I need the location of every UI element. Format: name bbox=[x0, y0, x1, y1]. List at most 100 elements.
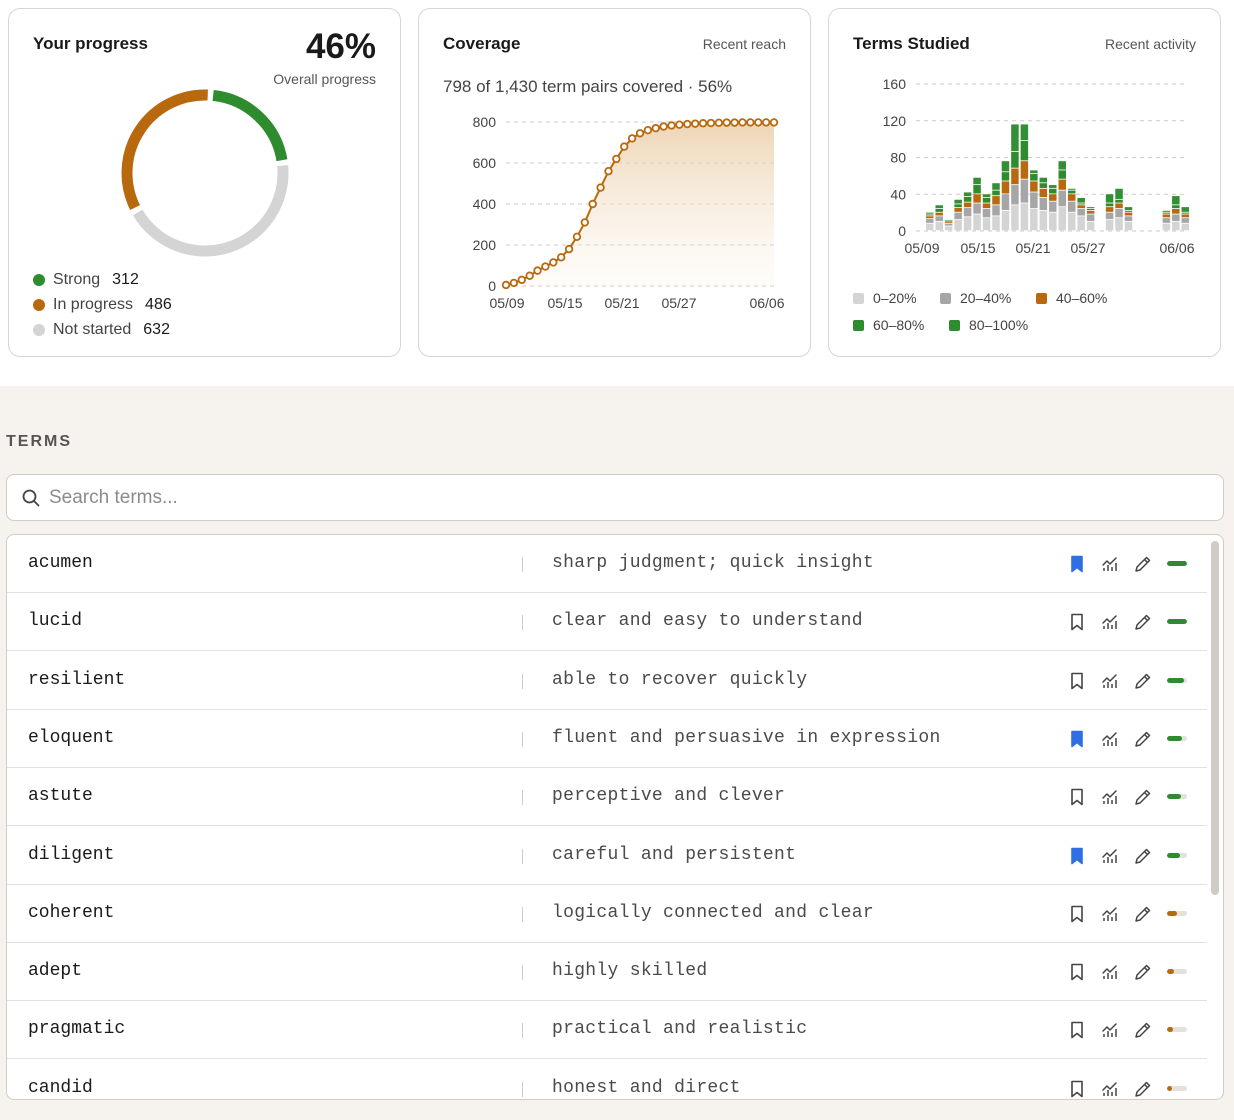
stats-chart-icon[interactable] bbox=[1100, 962, 1120, 982]
terms-list[interactable]: acumen sharp judgment; quick insight lucid… bbox=[6, 534, 1224, 1100]
bookmark-icon[interactable] bbox=[1067, 787, 1087, 807]
pencil-icon[interactable] bbox=[1133, 729, 1153, 749]
bookmark-icon[interactable] bbox=[1067, 846, 1087, 866]
bookmark-icon[interactable] bbox=[1067, 554, 1087, 574]
bar-segment bbox=[1030, 181, 1038, 192]
mastery-fill bbox=[1167, 794, 1181, 800]
table-row[interactable]: candid honest and direct bbox=[7, 1060, 1207, 1099]
mastery-bar bbox=[1167, 852, 1187, 858]
pencil-icon[interactable] bbox=[1133, 554, 1153, 574]
stats-chart-icon[interactable] bbox=[1100, 846, 1120, 866]
stats-chart-icon[interactable] bbox=[1100, 612, 1120, 632]
mastery-fill bbox=[1167, 910, 1177, 916]
legend-label: 80–100% bbox=[969, 317, 1029, 333]
bookmark-icon[interactable] bbox=[1067, 1020, 1087, 1040]
legend-label: 40–60% bbox=[1056, 290, 1108, 306]
mastery-fill bbox=[1167, 969, 1174, 975]
bookmark-icon[interactable] bbox=[1067, 904, 1087, 924]
divider bbox=[522, 906, 523, 922]
bar-segment bbox=[992, 183, 1000, 190]
pencil-icon[interactable] bbox=[1133, 1020, 1153, 1040]
bookmark-icon[interactable] bbox=[1067, 729, 1087, 749]
bookmark-icon[interactable] bbox=[1067, 962, 1087, 982]
bar-segment bbox=[1181, 207, 1190, 212]
bar-segment bbox=[1030, 192, 1038, 209]
terms-heading: TERMS bbox=[6, 433, 72, 450]
x-tick-label: 05/09 bbox=[904, 240, 939, 256]
studied-subtitle: Recent activity bbox=[1104, 36, 1196, 52]
term-text: lucid bbox=[28, 611, 83, 632]
pencil-icon[interactable] bbox=[1133, 962, 1153, 982]
table-row[interactable]: coherent logically connected and clear bbox=[7, 885, 1207, 943]
bar-segment bbox=[954, 212, 962, 220]
definition-text: fluent and persuasive in expression bbox=[552, 727, 941, 748]
bar-segment bbox=[926, 219, 934, 223]
pencil-icon[interactable] bbox=[1133, 612, 1153, 632]
list-scrollbar[interactable] bbox=[1211, 541, 1219, 895]
bar-segment bbox=[1181, 223, 1190, 231]
stats-chart-icon[interactable] bbox=[1100, 671, 1120, 691]
term-text: acumen bbox=[28, 553, 93, 573]
term-text: pragmatic bbox=[28, 1019, 126, 1040]
table-row[interactable]: eloquent fluent and persuasive in express… bbox=[7, 710, 1207, 768]
pencil-icon[interactable] bbox=[1133, 787, 1153, 807]
table-row[interactable]: adept highly skilled bbox=[7, 943, 1207, 1002]
bar-segment bbox=[1058, 179, 1066, 190]
bar-segment bbox=[1086, 208, 1095, 210]
y-tick-label: 0 bbox=[488, 278, 496, 294]
bar-segment bbox=[1001, 194, 1010, 210]
mastery-bar bbox=[1167, 1027, 1187, 1033]
bar-segment bbox=[1020, 203, 1029, 231]
coverage-point bbox=[556, 253, 566, 262]
legend-dot bbox=[33, 274, 45, 286]
stats-chart-icon[interactable] bbox=[1100, 729, 1120, 749]
mastery-fill bbox=[1167, 735, 1182, 741]
coverage-summary: 798 of 1,430 term pairs covered · 56% bbox=[443, 77, 733, 96]
stats-chart-icon[interactable] bbox=[1100, 1079, 1120, 1099]
legend-item-not-started: Not started 632 bbox=[33, 321, 170, 339]
coverage-point bbox=[588, 199, 597, 209]
table-row[interactable]: astute perceptive and clever bbox=[7, 768, 1207, 827]
table-row[interactable]: pragmatic practical and realistic bbox=[7, 1001, 1207, 1060]
term-text: candid bbox=[28, 1077, 93, 1098]
donut-slice-not-started bbox=[132, 165, 289, 257]
coverage-point bbox=[730, 118, 739, 127]
pencil-icon[interactable] bbox=[1133, 846, 1153, 866]
table-row[interactable]: acumen sharp judgment; quick insight bbox=[7, 535, 1207, 593]
search-bar[interactable] bbox=[6, 474, 1224, 521]
table-row[interactable]: lucid clear and easy to understand bbox=[7, 593, 1207, 652]
stats-chart-icon[interactable] bbox=[1100, 787, 1120, 807]
bar-segment bbox=[1124, 216, 1133, 222]
studied-bar-chart: 0 40 80 120 160 05/09 05/15 05/21 05/27 06/06 bbox=[883, 76, 1195, 256]
table-row[interactable]: diligent careful and persistent bbox=[7, 827, 1207, 885]
search-input[interactable] bbox=[49, 485, 1199, 511]
bar-segment bbox=[1162, 214, 1171, 218]
bar-segment bbox=[973, 177, 981, 185]
stats-chart-icon[interactable] bbox=[1100, 1020, 1120, 1040]
coverage-point bbox=[549, 258, 558, 267]
bar-segment bbox=[1011, 168, 1019, 185]
legend-label: 20–40% bbox=[960, 290, 1012, 306]
x-tick-label: 05/21 bbox=[1015, 240, 1050, 256]
table-row[interactable]: resilient able to recover quickly bbox=[7, 652, 1207, 710]
pencil-icon[interactable] bbox=[1133, 671, 1153, 691]
legend-item: 40–60% bbox=[1036, 290, 1107, 306]
bar-segment bbox=[1049, 188, 1057, 194]
bookmark-icon[interactable] bbox=[1067, 612, 1087, 632]
bar-segment bbox=[1172, 214, 1180, 222]
bookmark-icon[interactable] bbox=[1067, 671, 1087, 691]
y-tick-label: 200 bbox=[473, 237, 497, 253]
bookmark-icon[interactable] bbox=[1067, 1079, 1087, 1099]
bar-segment bbox=[963, 197, 972, 202]
bar-segment bbox=[973, 185, 981, 194]
stats-chart-icon[interactable] bbox=[1100, 904, 1120, 924]
pencil-icon[interactable] bbox=[1133, 1079, 1153, 1099]
definition-text: practical and realistic bbox=[552, 1019, 808, 1040]
coverage-area bbox=[506, 122, 774, 286]
stats-chart-icon[interactable] bbox=[1100, 554, 1120, 574]
coverage-point bbox=[683, 119, 692, 129]
bar-segment bbox=[1115, 199, 1123, 203]
x-tick-label: 05/15 bbox=[547, 295, 582, 311]
pencil-icon[interactable] bbox=[1133, 904, 1153, 924]
bar-segment bbox=[1030, 170, 1038, 174]
